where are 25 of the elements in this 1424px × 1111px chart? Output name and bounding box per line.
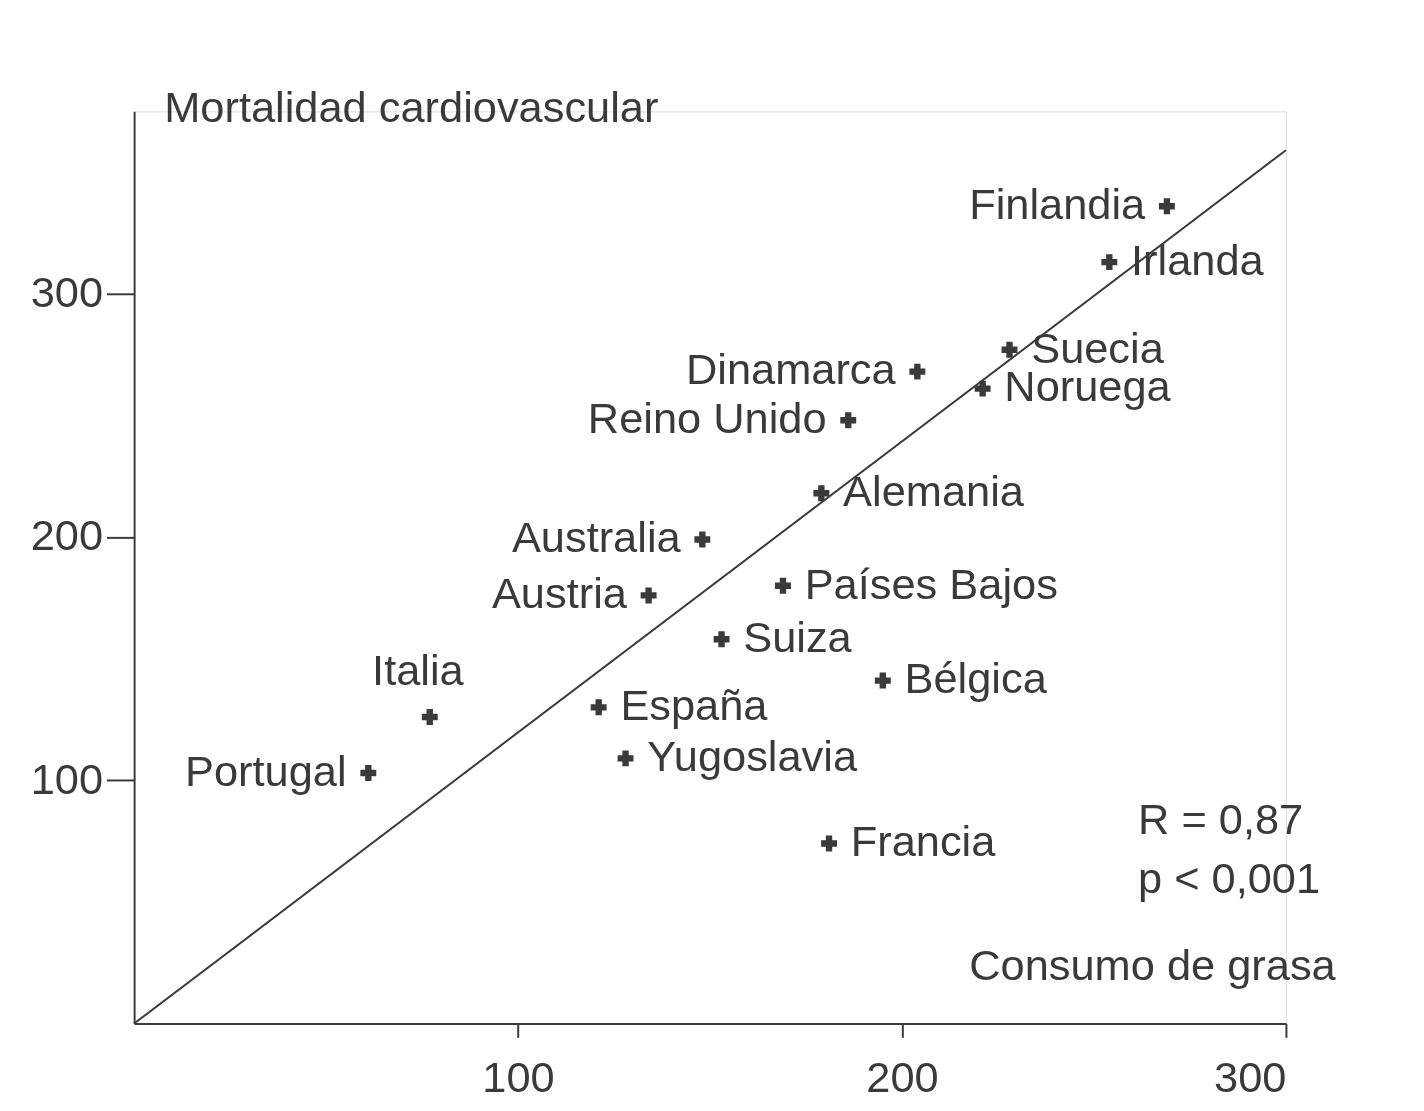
annotation: España (620, 681, 769, 730)
annotation: p < 0,001 (1138, 854, 1321, 903)
annotation: R = 0,87 (1138, 795, 1304, 844)
annotation: Dinamarca (685, 345, 897, 394)
annotation: Austria (491, 569, 628, 618)
y-tick-label: 200 (30, 511, 104, 560)
x-tick-label: 200 (866, 1053, 939, 1102)
y-tick-label: 300 (30, 268, 104, 317)
annotation: Irlanda (1131, 235, 1265, 284)
y-axis-title: Mortalidad cardiovascular (164, 82, 659, 131)
x-axis-title: Consumo de grasa (969, 940, 1337, 989)
annotation: Bélgica (904, 654, 1048, 703)
y-tick-label: 100 (30, 754, 104, 803)
x-tick-label: 100 (482, 1053, 555, 1102)
annotation: Francia (850, 817, 997, 866)
annotation: Finlandia (969, 180, 1147, 229)
x-tick-label: 300 (1214, 1053, 1287, 1102)
annotation: Yugoslavia (647, 732, 858, 781)
annotation: Australia (511, 513, 682, 562)
annotation: Reino Unido (587, 394, 827, 443)
annotation: Países Bajos (804, 559, 1058, 608)
annotation: Suiza (743, 613, 853, 662)
annotation: Alemania (843, 467, 1025, 516)
annotation: Italia (372, 646, 465, 695)
annotation: Portugal (185, 746, 347, 795)
